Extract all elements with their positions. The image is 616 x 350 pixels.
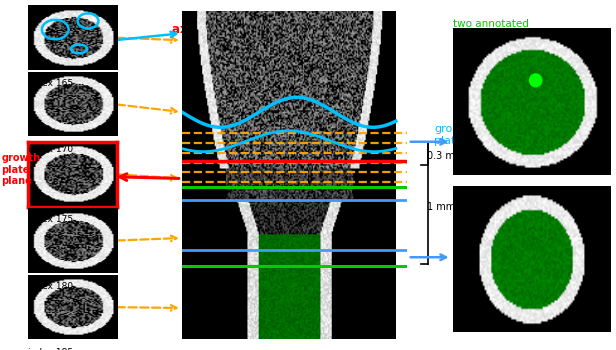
Text: index 185: index 185 xyxy=(28,348,73,350)
Text: growth
plate
plane: growth plate plane xyxy=(1,153,41,186)
Text: index 175: index 175 xyxy=(28,215,73,224)
Text: axial planes: axial planes xyxy=(172,23,252,36)
Text: growth
plate: growth plate xyxy=(434,124,473,146)
Text: two annotated
axial planes: two annotated axial planes xyxy=(453,19,529,41)
Text: index 170: index 170 xyxy=(28,145,73,154)
Text: index 180: index 180 xyxy=(28,282,73,291)
Circle shape xyxy=(530,74,542,87)
Text: 1 mm: 1 mm xyxy=(427,202,455,211)
Text: ROI: ROI xyxy=(256,312,275,322)
Text: index 165: index 165 xyxy=(28,79,73,88)
Text: 0.3 mm: 0.3 mm xyxy=(427,151,464,161)
